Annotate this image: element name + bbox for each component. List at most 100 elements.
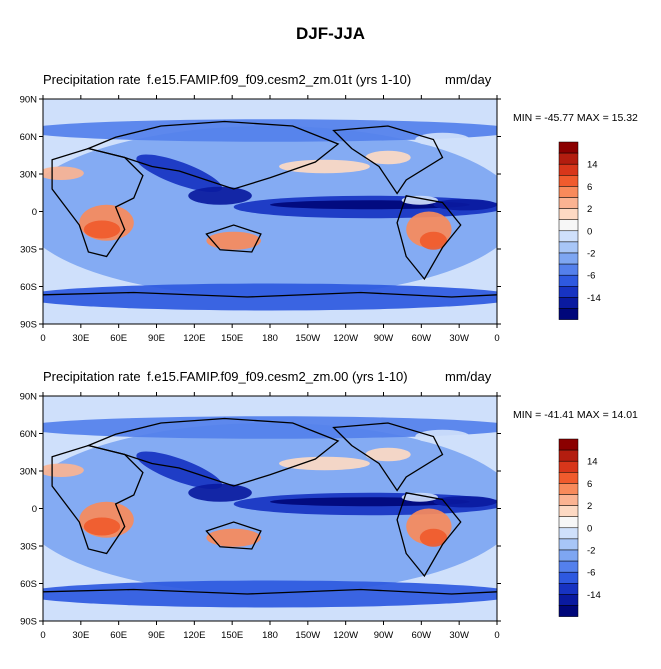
precip-field <box>43 99 497 324</box>
coastline <box>332 422 444 492</box>
lat-tick-label: 60S <box>20 579 37 590</box>
colorbar-swatch <box>558 472 579 484</box>
precip-contour <box>43 416 497 439</box>
colorbar-label: 0 <box>587 523 592 534</box>
lat-tick-label: 0 <box>32 207 37 218</box>
coastline <box>332 125 444 195</box>
lat-tick-label: 90N <box>20 95 38 106</box>
lat-tick-label: 30N <box>20 467 38 478</box>
lat-tick-label: 0 <box>32 504 37 515</box>
colorbar-swatch <box>558 163 579 176</box>
precip-contour <box>415 132 470 147</box>
colorbar-swatch <box>558 494 579 506</box>
colorbar-label: 14 <box>587 457 598 468</box>
lat-tick-label: 60N <box>20 429 38 440</box>
coastline <box>43 588 497 595</box>
colorbar-swatch <box>558 274 579 287</box>
colorbar-label: 2 <box>587 501 592 512</box>
min-max-label: MIN = -45.77 MAX = 15.32 <box>513 112 638 124</box>
colorbar-label: 6 <box>587 182 592 193</box>
colorbar-swatch <box>558 560 579 573</box>
precip-contour <box>365 150 411 165</box>
colorbar-label: -14 <box>587 590 601 601</box>
colorbar-swatch <box>558 208 579 220</box>
colorbar-swatch <box>558 141 579 154</box>
lon-tick-label: 30W <box>449 333 469 344</box>
colorbar-label: 0 <box>587 226 592 237</box>
lon-tick-label: 120E <box>183 333 205 344</box>
lon-tick-label: 0 <box>40 333 45 344</box>
lon-tick-label: 150W <box>295 333 320 344</box>
lon-tick-label: 0 <box>494 630 499 641</box>
precip-contour <box>43 119 497 142</box>
coastline <box>86 417 340 487</box>
lat-tick-label: 60N <box>20 132 38 143</box>
colorbar-swatch <box>558 297 579 309</box>
colorbar-label: 6 <box>587 479 592 490</box>
precip-contour <box>136 154 223 193</box>
precip-contour <box>433 199 497 211</box>
precip-contour <box>43 166 84 180</box>
precip-contour <box>188 186 252 205</box>
lon-tick-label: 60E <box>110 333 127 344</box>
precip-field <box>43 396 497 621</box>
figure-title: DJF-JJA <box>296 24 365 43</box>
colorbar-label: 14 <box>587 160 598 171</box>
colorbar-swatch <box>558 460 579 473</box>
lon-tick-label: 0 <box>494 333 499 344</box>
precip-contour <box>419 528 448 547</box>
colorbar-swatch <box>558 483 579 495</box>
lon-tick-label: 90W <box>374 333 394 344</box>
variable-name: Precipitation rate <box>43 72 141 87</box>
colorbar-swatch <box>558 152 579 165</box>
lon-tick-label: 180 <box>262 630 278 641</box>
colorbar-swatch <box>558 571 579 584</box>
precip-contour <box>365 447 411 462</box>
coastline <box>43 291 497 298</box>
colorbar-label: -14 <box>587 293 601 304</box>
map-panel-1: Precipitation rate f.e15.FAMIP.f09_f09.c… <box>0 72 661 372</box>
lat-tick-label: 30S <box>20 245 37 256</box>
colorbar-label: -2 <box>587 546 595 557</box>
lon-tick-label: 120W <box>333 630 358 641</box>
colorbar-label: -6 <box>587 271 595 282</box>
units-label: mm/day <box>445 72 492 87</box>
lon-tick-label: 30E <box>72 333 89 344</box>
lon-tick-label: 0 <box>40 630 45 641</box>
colorbar-swatch <box>558 549 579 562</box>
precip-contour <box>401 492 438 502</box>
lon-tick-label: 60W <box>412 333 432 344</box>
colorbar-swatch <box>558 197 579 209</box>
variable-name: Precipitation rate <box>43 369 141 384</box>
lat-tick-label: 90S <box>20 617 37 628</box>
colorbar-label: -2 <box>587 249 595 260</box>
colorbar-swatch <box>558 186 579 198</box>
lat-tick-label: 30N <box>20 170 38 181</box>
coastline <box>205 521 262 550</box>
colorbar-swatch <box>558 594 579 606</box>
precip-contour <box>43 580 497 608</box>
lon-tick-label: 180 <box>262 333 278 344</box>
case-name: f.e15.FAMIP.f09_f09.cesm2_zm.00 (yrs 1-1… <box>147 369 408 384</box>
precip-contour <box>83 220 121 239</box>
colorbar-swatch <box>558 605 579 617</box>
precip-contour <box>206 528 261 547</box>
lat-tick-label: 30S <box>20 542 37 553</box>
colorbar-swatch <box>558 219 579 232</box>
panel-title: Precipitation rate f.e15.FAMIP.f09_f09.c… <box>43 72 411 87</box>
coastline <box>396 195 462 281</box>
colorbar-swatch <box>558 241 579 254</box>
colorbar-swatch <box>558 505 579 517</box>
colorbar-swatch <box>558 438 579 451</box>
lon-tick-label: 90W <box>374 630 394 641</box>
lon-tick-label: 150E <box>221 630 243 641</box>
lat-tick-label: 90N <box>20 392 38 403</box>
precip-contour <box>136 451 223 490</box>
colorbar-swatch <box>558 175 579 187</box>
precip-contour <box>419 231 448 250</box>
colorbar-swatch <box>558 583 579 595</box>
precip-contour <box>401 195 438 205</box>
colorbar-swatch <box>558 308 579 320</box>
